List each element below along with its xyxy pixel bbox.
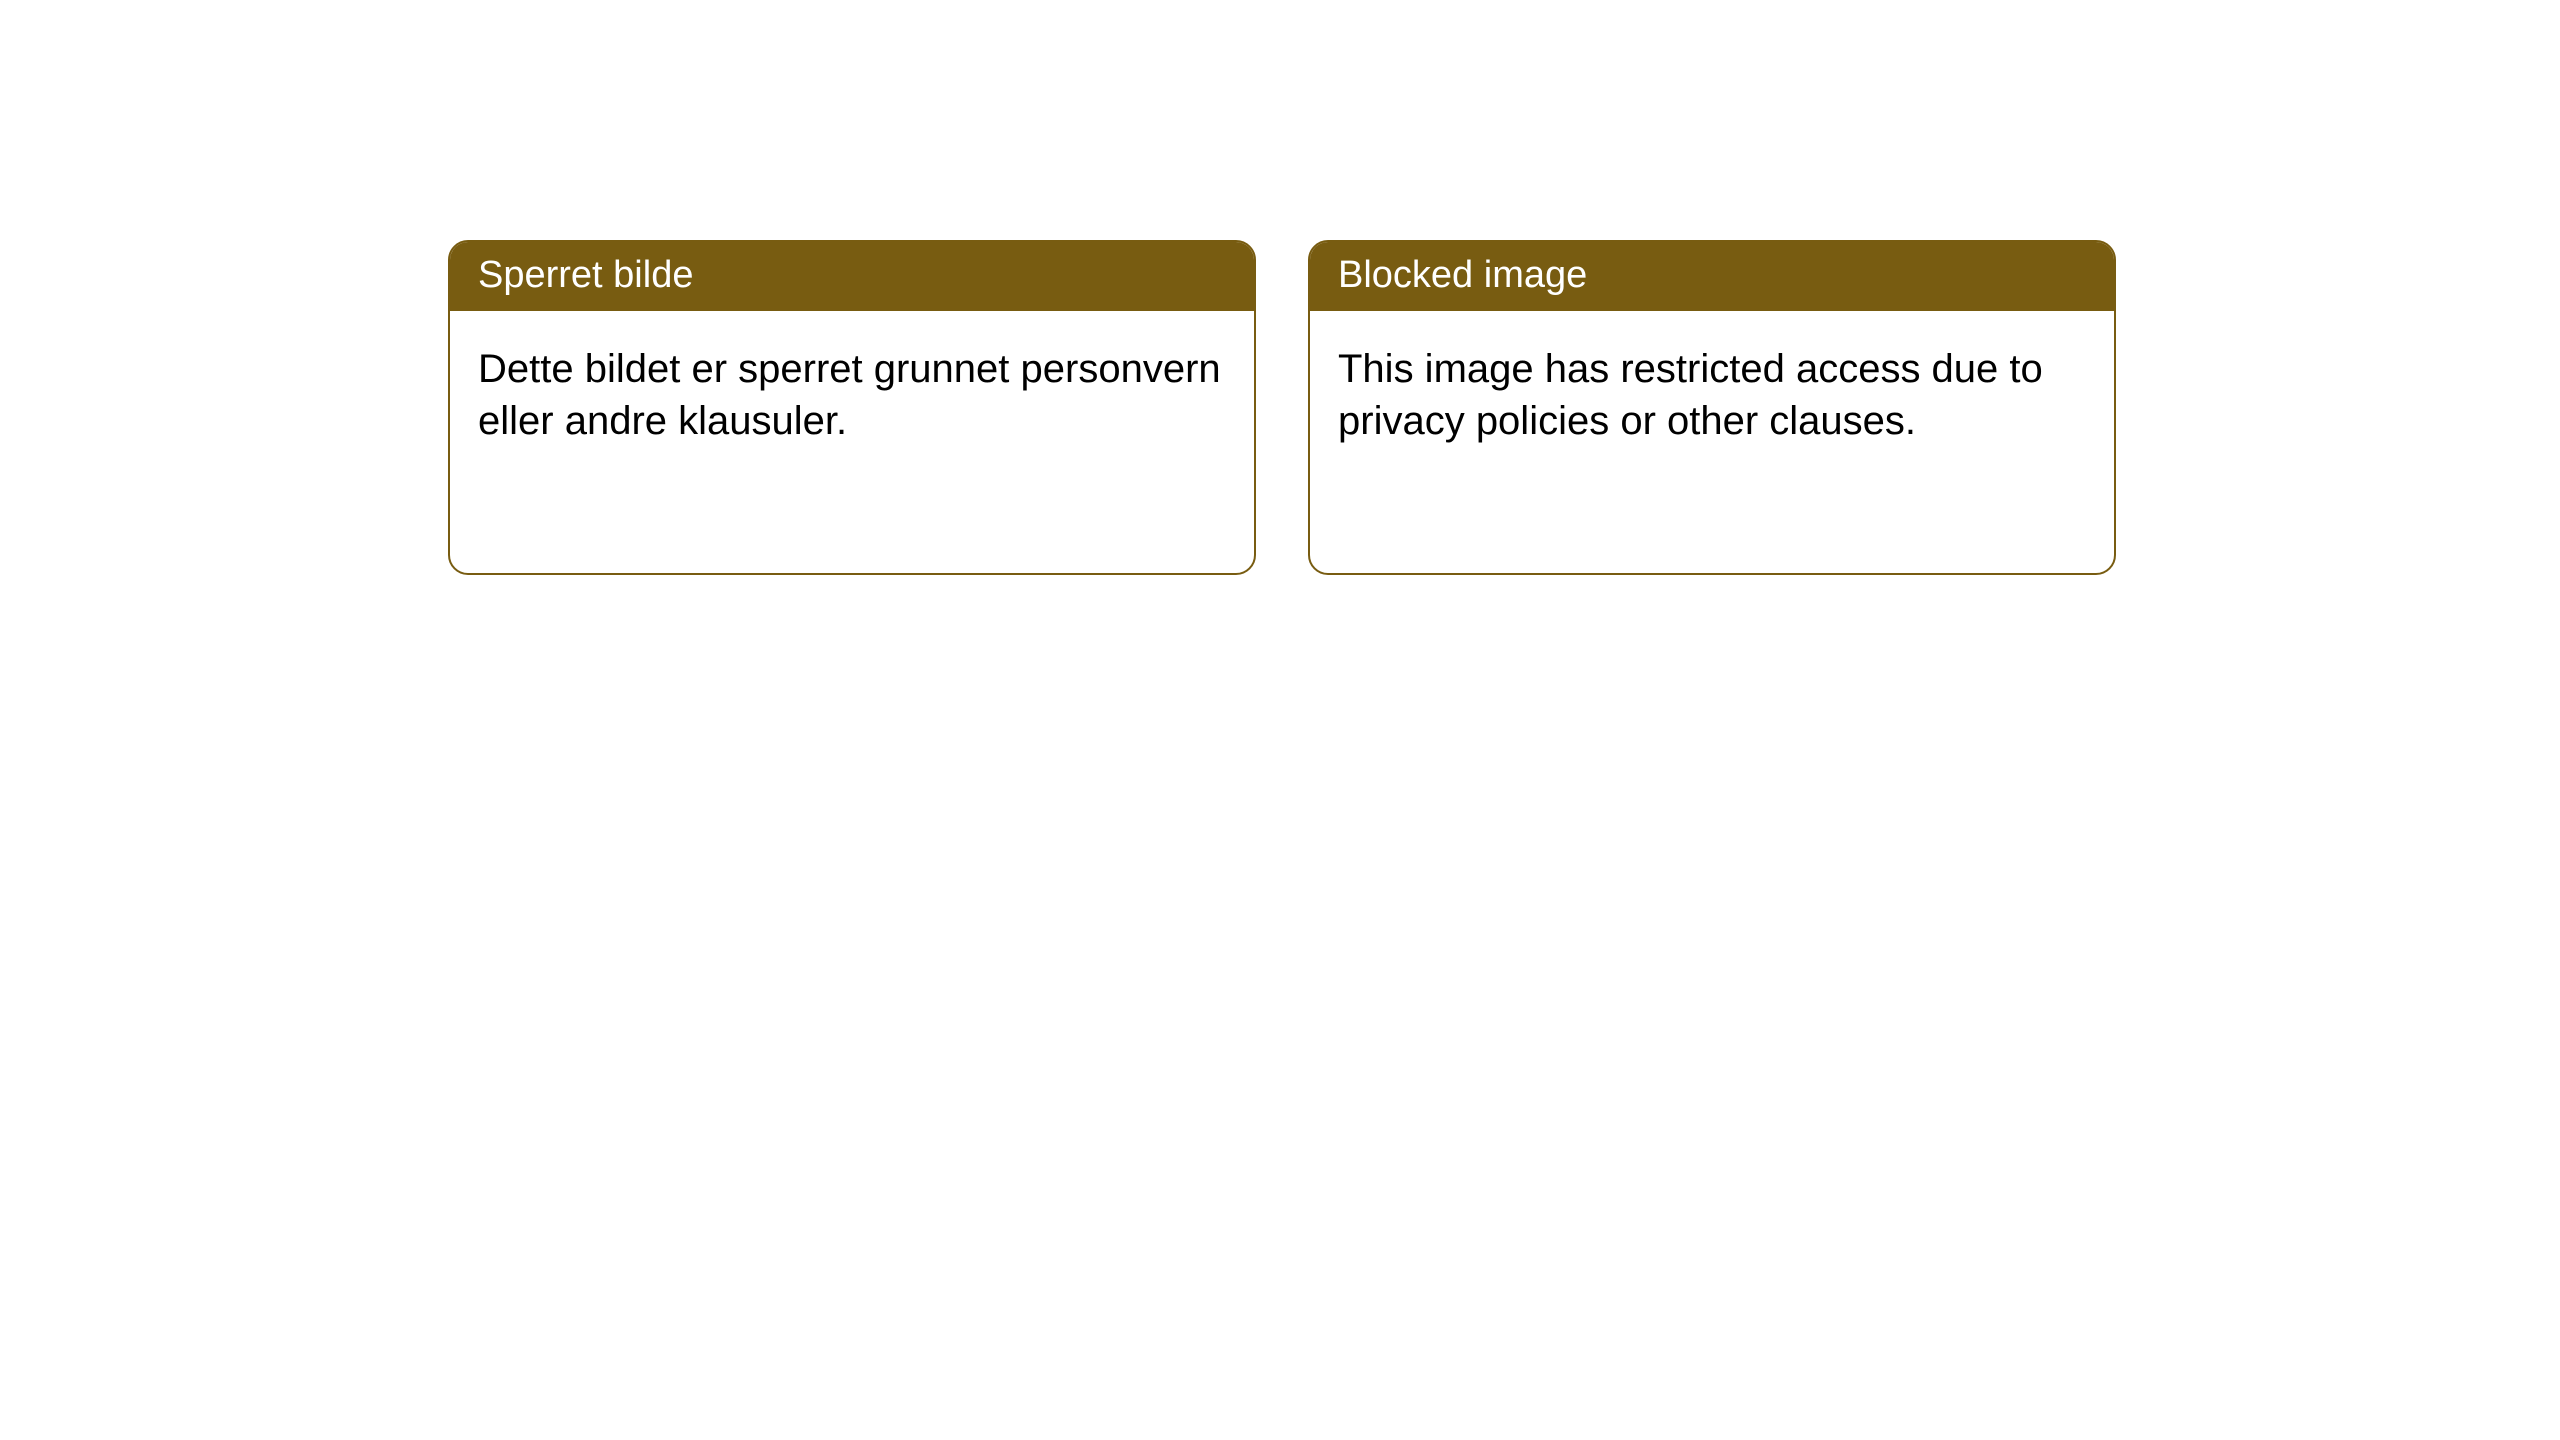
notice-card-body: This image has restricted access due to …: [1310, 311, 2114, 481]
notice-cards-container: Sperret bilde Dette bildet er sperret gr…: [0, 0, 2560, 575]
notice-card-title: Sperret bilde: [450, 242, 1254, 311]
notice-card-norwegian: Sperret bilde Dette bildet er sperret gr…: [448, 240, 1256, 575]
notice-card-english: Blocked image This image has restricted …: [1308, 240, 2116, 575]
notice-card-title: Blocked image: [1310, 242, 2114, 311]
notice-card-body: Dette bildet er sperret grunnet personve…: [450, 311, 1254, 481]
